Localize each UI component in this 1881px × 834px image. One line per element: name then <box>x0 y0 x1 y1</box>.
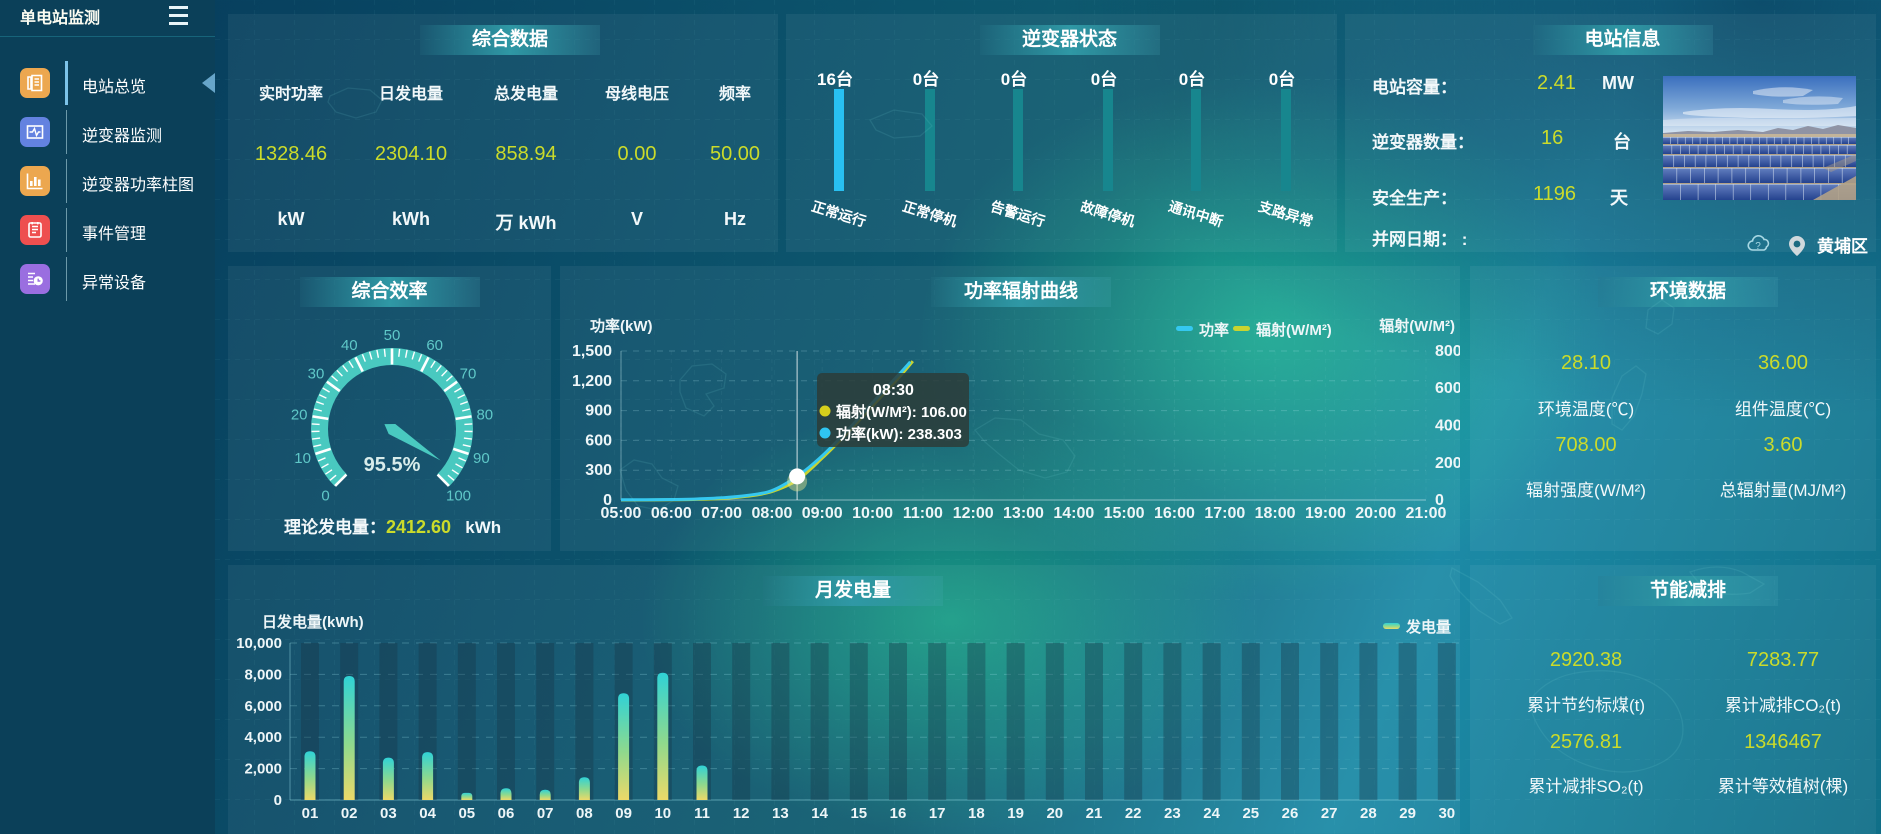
svg-text:2,000: 2,000 <box>244 761 282 778</box>
svg-text:200: 200 <box>1435 455 1460 472</box>
svg-text:70: 70 <box>460 366 477 383</box>
svg-text:0: 0 <box>321 488 329 505</box>
svg-text:12:00: 12:00 <box>953 505 994 522</box>
svg-text:09:00: 09:00 <box>802 505 843 522</box>
svg-text:功率(kW): 238.303: 功率(kW): 238.303 <box>836 425 962 443</box>
svg-text:05:00: 05:00 <box>601 505 642 522</box>
svg-text:800: 800 <box>1435 343 1460 360</box>
svg-text:400: 400 <box>1435 418 1460 435</box>
svg-text:40: 40 <box>341 337 358 354</box>
svg-text:30: 30 <box>308 366 325 383</box>
svg-text:60: 60 <box>426 337 443 354</box>
svg-text:10:00: 10:00 <box>852 505 893 522</box>
svg-text:600: 600 <box>585 432 612 449</box>
svg-text:20: 20 <box>291 406 308 423</box>
svg-text:15: 15 <box>850 805 867 822</box>
svg-text:日发电量(kWh): 日发电量(kWh) <box>262 613 364 631</box>
svg-text:18:00: 18:00 <box>1255 505 1296 522</box>
svg-text:24: 24 <box>1203 805 1220 822</box>
svg-text:13:00: 13:00 <box>1003 505 1044 522</box>
svg-text:18: 18 <box>968 805 985 822</box>
svg-text:02: 02 <box>341 805 358 822</box>
svg-text:28: 28 <box>1360 805 1377 822</box>
svg-text:20: 20 <box>1046 805 1063 822</box>
svg-text:50: 50 <box>384 327 401 344</box>
svg-text:06:00: 06:00 <box>651 505 692 522</box>
svg-text:19:00: 19:00 <box>1305 505 1346 522</box>
svg-text:29: 29 <box>1399 805 1416 822</box>
svg-text:22: 22 <box>1125 805 1142 822</box>
svg-text:30: 30 <box>1438 805 1455 822</box>
svg-text:功率(kW): 功率(kW) <box>590 317 653 335</box>
svg-text:17:00: 17:00 <box>1204 505 1245 522</box>
svg-text:300: 300 <box>585 462 612 479</box>
svg-text:20:00: 20:00 <box>1355 505 1396 522</box>
svg-text:17: 17 <box>929 805 946 822</box>
svg-text:12: 12 <box>733 805 750 822</box>
svg-text:0: 0 <box>274 792 282 809</box>
svg-text:16:00: 16:00 <box>1154 505 1195 522</box>
svg-text:05: 05 <box>458 805 475 822</box>
svg-text:600: 600 <box>1435 380 1460 397</box>
svg-text:4,000: 4,000 <box>244 729 282 746</box>
svg-text:8,000: 8,000 <box>244 666 282 683</box>
svg-text:13: 13 <box>772 805 789 822</box>
svg-text:90: 90 <box>473 450 490 467</box>
svg-text:04: 04 <box>419 805 436 822</box>
svg-text:95.5%: 95.5% <box>364 454 421 476</box>
svg-text:?: ? <box>1755 241 1761 252</box>
svg-text:0: 0 <box>1435 492 1444 509</box>
svg-text:辐射(W/M²): 106.00: 辐射(W/M²): 106.00 <box>836 403 967 421</box>
svg-text:80: 80 <box>476 406 493 423</box>
svg-text:07:00: 07:00 <box>701 505 742 522</box>
svg-text:100: 100 <box>446 488 471 505</box>
svg-text:0: 0 <box>603 492 612 509</box>
svg-text:6,000: 6,000 <box>244 698 282 715</box>
svg-text:08:30: 08:30 <box>873 382 914 399</box>
svg-text:06: 06 <box>498 805 515 822</box>
svg-text:900: 900 <box>585 403 612 420</box>
svg-text:16: 16 <box>890 805 907 822</box>
svg-text:功率: 功率 <box>1199 321 1229 339</box>
svg-text:15:00: 15:00 <box>1104 505 1145 522</box>
svg-text:10: 10 <box>294 450 311 467</box>
svg-text:14:00: 14:00 <box>1053 505 1094 522</box>
svg-text:黄埔区: 黄埔区 <box>1817 236 1868 256</box>
svg-text:27: 27 <box>1321 805 1338 822</box>
svg-text:07: 07 <box>537 805 554 822</box>
svg-text:1,500: 1,500 <box>572 343 612 360</box>
svg-text:辐射(W/M²): 辐射(W/M²) <box>1256 321 1332 339</box>
svg-text:11: 11 <box>694 805 710 822</box>
svg-text:10: 10 <box>654 805 671 822</box>
svg-text:23: 23 <box>1164 805 1181 822</box>
svg-text:发电量: 发电量 <box>1405 618 1451 636</box>
svg-text:14: 14 <box>811 805 828 822</box>
svg-text:19: 19 <box>1007 805 1024 822</box>
svg-text:25: 25 <box>1242 805 1259 822</box>
svg-text:21: 21 <box>1086 805 1103 822</box>
svg-text:10,000: 10,000 <box>236 635 282 652</box>
svg-text:01: 01 <box>302 805 319 822</box>
svg-text:辐射(W/M²): 辐射(W/M²) <box>1379 317 1455 335</box>
svg-text:09: 09 <box>615 805 632 822</box>
svg-text:08: 08 <box>576 805 593 822</box>
svg-text:11:00: 11:00 <box>903 505 943 522</box>
svg-text:21:00: 21:00 <box>1406 505 1447 522</box>
svg-text:03: 03 <box>380 805 397 822</box>
svg-text:1,200: 1,200 <box>572 373 612 390</box>
svg-text:08:00: 08:00 <box>751 505 792 522</box>
svg-text:26: 26 <box>1282 805 1299 822</box>
